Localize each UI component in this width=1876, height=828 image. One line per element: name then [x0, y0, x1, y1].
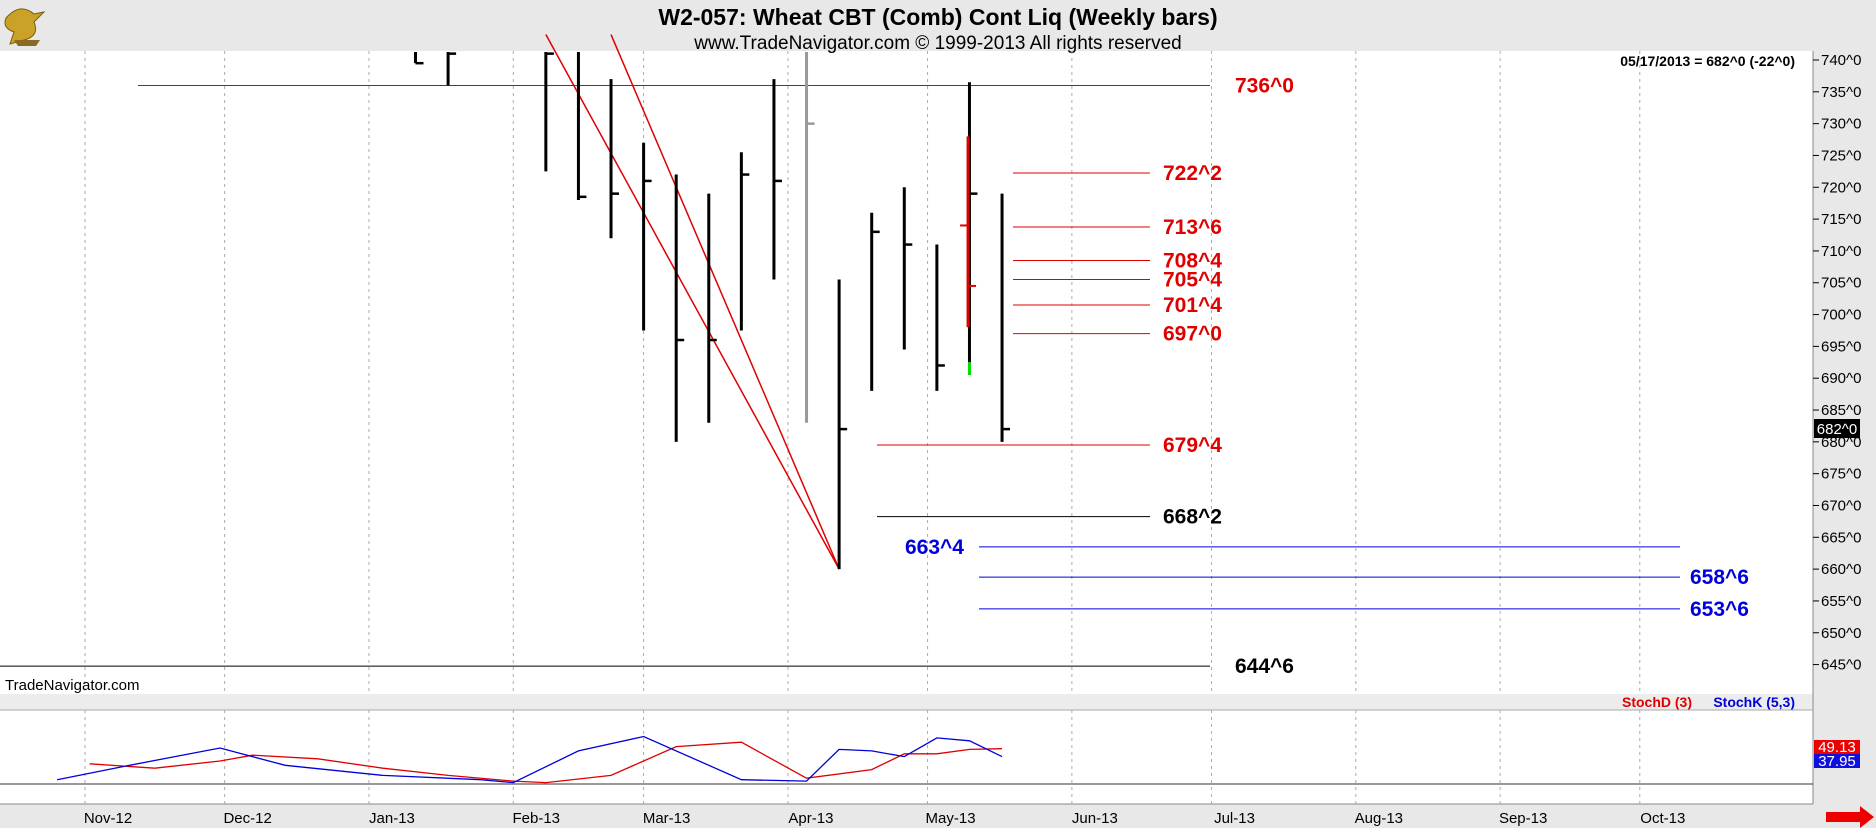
stoch-line [56, 735, 1003, 784]
y-tick-label: 690^0 [1821, 370, 1861, 387]
pane-separator [0, 694, 1813, 710]
current-price-box [1814, 419, 1860, 438]
y-tick-label: 720^0 [1821, 179, 1861, 196]
current-price-label: 682^0 [1817, 421, 1857, 438]
y-tick-label: 710^0 [1821, 243, 1861, 260]
chart-title: W2-057: Wheat CBT (Comb) Cont Liq (Weekl… [658, 4, 1217, 30]
x-tick-label: Dec-12 [223, 810, 271, 827]
level-label: 663^4 [905, 536, 964, 559]
level-label: 679^4 [1163, 434, 1222, 457]
x-tick-label: Jun-13 [1072, 810, 1118, 827]
watermark: TradeNavigator.com [5, 677, 140, 694]
stochd-value-box [1814, 740, 1860, 754]
y-tick-label: 730^0 [1821, 116, 1861, 133]
y-tick-label: 660^0 [1821, 561, 1861, 578]
x-tick-label: Sep-13 [1499, 810, 1547, 827]
x-tick-label: Feb-13 [512, 810, 560, 827]
trade-navigator-logo [4, 8, 46, 46]
y-tick-label: 695^0 [1821, 338, 1861, 355]
level-label: 658^6 [1690, 566, 1749, 589]
x-tick-label: Jul-13 [1214, 810, 1255, 827]
x-tick-label: Aug-13 [1355, 810, 1403, 827]
x-tick-label: Mar-13 [643, 810, 691, 827]
chart-subtitle: www.TradeNavigator.com © 1999-2013 All r… [693, 33, 1181, 54]
y-axis-ticks: 740^0 735^0 730^0 725^0 720^0 715^0 710^0 705^0… [1813, 52, 1861, 674]
level-label: 697^0 [1163, 323, 1222, 346]
x-tick-label: May-13 [926, 810, 976, 827]
right-axis-band [1813, 51, 1876, 828]
y-tick-label: 700^0 [1821, 307, 1861, 324]
y-tick-label: 680^0 [1821, 434, 1861, 451]
level-label: 722^2 [1163, 162, 1222, 185]
level-label: 668^2 [1163, 506, 1222, 529]
legend-stochk: StochK (5,3) [1713, 694, 1795, 710]
y-tick-label: 740^0 [1821, 52, 1861, 69]
level-label: 644^6 [1235, 655, 1294, 678]
y-tick-label: 665^0 [1821, 529, 1861, 546]
legend-stochd: StochD (3) [1622, 694, 1692, 710]
y-tick-label: 675^0 [1821, 466, 1861, 483]
x-tick-label: Nov-12 [84, 810, 132, 827]
level-label: 705^4 [1163, 269, 1222, 292]
y-tick-label: 735^0 [1821, 84, 1861, 101]
y-tick-label: 655^0 [1821, 593, 1861, 610]
stochastic-lines [56, 735, 1003, 784]
level-label: 713^6 [1163, 216, 1222, 239]
x-tick-label: Oct-13 [1640, 810, 1685, 827]
header-band [0, 0, 1876, 51]
trendline [545, 34, 840, 570]
y-tick-label: 705^0 [1821, 275, 1861, 292]
y-tick-label: 645^0 [1821, 657, 1861, 674]
scroll-right-arrow-icon[interactable] [1826, 806, 1874, 828]
level-label: 701^4 [1163, 294, 1222, 317]
y-tick-label: 715^0 [1821, 211, 1861, 228]
y-tick-label: 650^0 [1821, 625, 1861, 642]
y-tick-label: 670^0 [1821, 497, 1861, 514]
price-bars [414, 52, 1011, 570]
stochk-value: 37.95 [1818, 753, 1856, 770]
stochd-value: 49.13 [1818, 739, 1856, 756]
level-label: 736^0 [1235, 74, 1294, 97]
last-price-info: 05/17/2013 = 682^0 (-22^0) [1620, 53, 1795, 69]
x-axis-band [0, 804, 1876, 828]
vertical-gridlines [84, 51, 1641, 804]
level-label: 708^4 [1163, 249, 1222, 272]
stoch-line [89, 741, 1003, 784]
x-axis-ticks: Nov-12 Dec-12 Jan-13 Feb-13 Mar-13 Apr-13 May-… [84, 810, 1685, 827]
trendline [610, 34, 840, 570]
x-tick-label: Apr-13 [788, 810, 833, 827]
x-tick-label: Jan-13 [369, 810, 415, 827]
level-label: 653^6 [1690, 598, 1749, 621]
y-tick-label: 725^0 [1821, 147, 1861, 164]
y-tick-label: 685^0 [1821, 402, 1861, 419]
trendlines [545, 34, 840, 570]
stochk-value-box [1814, 754, 1860, 768]
